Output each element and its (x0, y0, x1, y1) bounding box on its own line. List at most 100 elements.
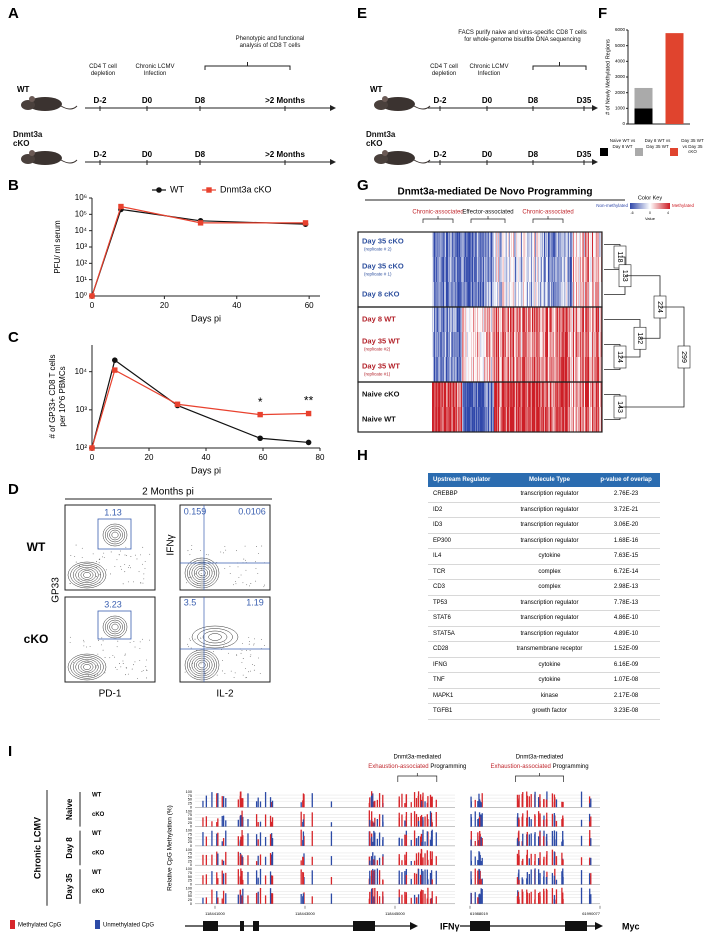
heatmap-cell (571, 232, 573, 257)
heatmap-cell (600, 282, 602, 307)
heatmap-cell (539, 382, 541, 407)
event (205, 553, 207, 555)
heatmap-cell (495, 232, 497, 257)
heatmap-cell (589, 232, 591, 257)
cpg (429, 794, 432, 808)
heatmap-cell (435, 382, 437, 407)
cpg (590, 838, 592, 846)
heatmap-cell (552, 382, 554, 407)
cpg (588, 796, 591, 808)
table-cell: transcription regulator (506, 487, 593, 503)
table-cell: transcription regulator (506, 502, 593, 518)
heatmap-cell (494, 382, 496, 407)
cpg (562, 876, 564, 885)
row-label: Day 35 WT (362, 361, 400, 370)
heatmap-cell (441, 407, 443, 432)
bar (665, 33, 684, 125)
cpg (205, 816, 208, 827)
cpg (269, 871, 272, 885)
heatmap-cell (503, 382, 505, 407)
cpg (417, 852, 420, 866)
heatmap-cell (547, 282, 549, 307)
heatmap-cell (558, 407, 560, 432)
cpg (530, 833, 532, 846)
cpg (241, 870, 243, 885)
event (75, 561, 77, 563)
heatmap-cell (445, 282, 447, 307)
cpg (264, 875, 267, 885)
timepoint-label: D0 (482, 96, 493, 105)
cpg (264, 836, 267, 846)
heatmap-cell (516, 282, 518, 307)
heatmap-cell (546, 332, 548, 357)
event (220, 551, 222, 553)
heatmap-cell (438, 357, 440, 382)
heatmap-cell (467, 282, 469, 307)
heatmap-cell (440, 282, 442, 307)
heatmap-cell (472, 332, 474, 357)
heatmap-cell (459, 232, 461, 257)
heatmap-cell (523, 307, 525, 332)
heatmap-cell (528, 232, 530, 257)
cpg (302, 893, 305, 904)
event (132, 664, 134, 666)
event (134, 554, 136, 556)
heatmap-cell (441, 332, 443, 357)
cpg (369, 797, 371, 808)
heatmap-cell (577, 357, 579, 382)
heatmap-cell (590, 232, 592, 257)
heatmap-cell (466, 307, 468, 332)
heatmap-cell (493, 332, 495, 357)
heatmap-cell (592, 332, 594, 357)
heatmap-cell (465, 407, 467, 432)
heatmap-cell (459, 332, 461, 357)
heatmap-cell (563, 407, 565, 432)
gate-value: 3.5 (184, 597, 197, 607)
heatmap-cell (548, 407, 550, 432)
table-cell: 2.17E-08 (592, 688, 660, 704)
heatmap-cell (457, 282, 459, 307)
timepoint-label: D8 (195, 96, 206, 105)
heatmap-cell (559, 407, 561, 432)
heatmap-cell (573, 232, 575, 257)
heatmap-cell (574, 357, 576, 382)
panel-title: 2 Months pi (142, 487, 194, 498)
heatmap-cell (504, 282, 506, 307)
cpg (398, 854, 400, 866)
event (235, 581, 236, 583)
heatmap-cell (436, 407, 438, 432)
heatmap-cell (542, 282, 544, 307)
heatmap-cell (449, 232, 451, 257)
heatmap-cell (467, 332, 469, 357)
heatmap-cell (551, 307, 553, 332)
heatmap-cell (567, 407, 569, 432)
heatmap-cell (513, 382, 515, 407)
heatmap-cell (440, 357, 442, 382)
event (120, 666, 122, 668)
event (208, 567, 210, 569)
cpg (435, 811, 437, 827)
heatmap-cell (593, 257, 595, 282)
cpg (330, 831, 333, 846)
event (134, 661, 136, 663)
legend-label: Methylated CpG (18, 923, 62, 929)
heatmap-cell (595, 257, 597, 282)
heatmap-cell (586, 357, 588, 382)
table-cell: TP53 (428, 595, 507, 611)
track-tick-label: 75 (188, 794, 192, 798)
heatmap-cell (522, 407, 524, 432)
cpg (404, 891, 406, 904)
cpg (225, 798, 227, 808)
cpg (590, 873, 592, 885)
heatmap-cell (487, 232, 489, 257)
event (249, 649, 251, 651)
heatmap-cell (530, 282, 532, 307)
heatmap-cell (507, 232, 509, 257)
heatmap-cell (600, 332, 602, 357)
heatmap-cell (511, 407, 513, 432)
heatmap-cell (452, 357, 454, 382)
heatmap-cell (469, 357, 471, 382)
heatmap-cell (569, 407, 571, 432)
heatmap-cell (580, 357, 582, 382)
contour (189, 653, 215, 677)
